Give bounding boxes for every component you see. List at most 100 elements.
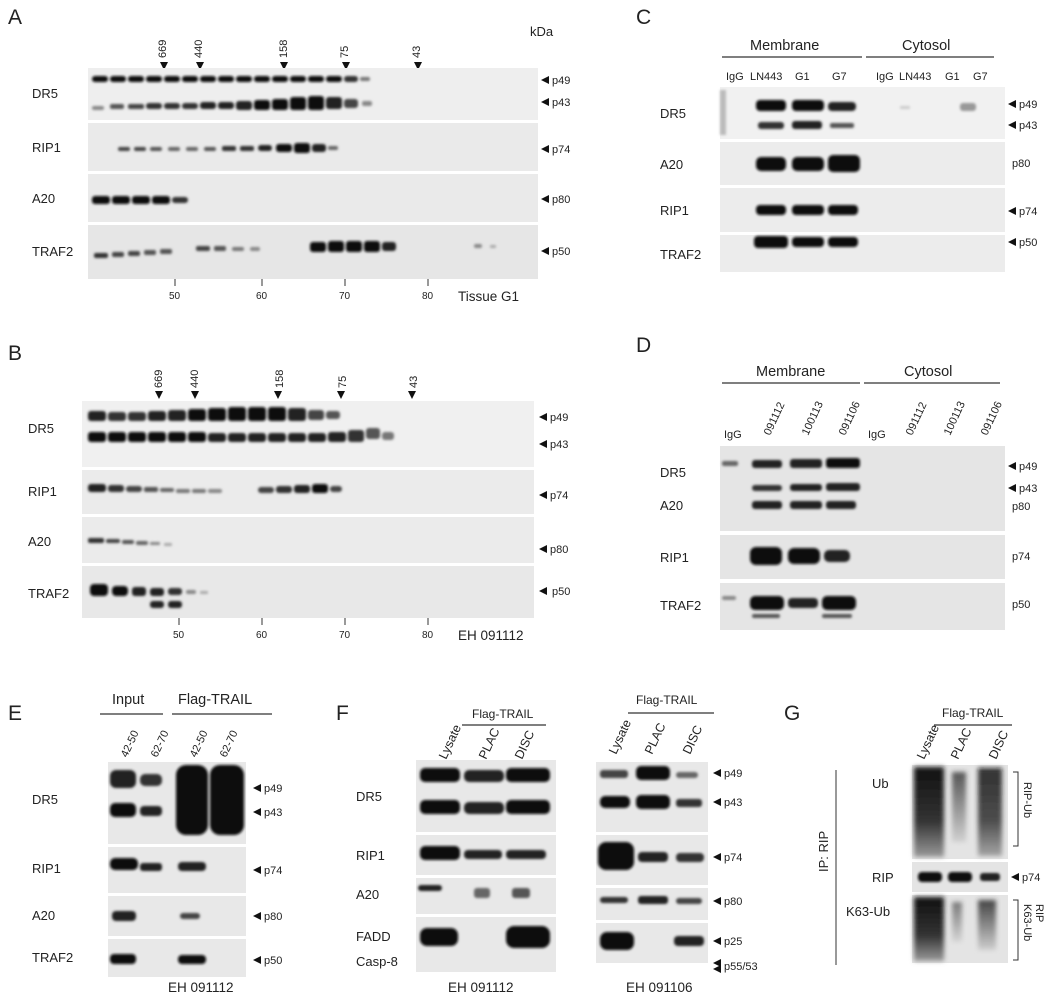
panel-b-blot-a20: [82, 517, 534, 563]
svg-text:TRAF2: TRAF2: [660, 598, 701, 613]
g-mw-labels: RIP-Ub p74 RIP K63-Ub: [1011, 771, 1045, 961]
svg-text:50: 50: [169, 291, 181, 302]
svg-text:p49: p49: [1019, 461, 1037, 473]
panel-a-axis: 50 60 70 80: [169, 279, 434, 302]
svg-text:75: 75: [339, 46, 351, 58]
mw-p49: p49: [552, 75, 570, 87]
svg-text:75: 75: [337, 376, 349, 388]
panel-a-unit: kDa: [530, 24, 554, 39]
marker-669: 669: [153, 370, 165, 399]
svg-text:43: 43: [408, 376, 420, 388]
svg-text:p25: p25: [724, 936, 742, 948]
panel-d-row-labels: DR5 A20 RIP1 TRAF2: [660, 465, 701, 613]
group-cytosol: Cytosol: [902, 38, 950, 54]
panel-b-axis: 50 60 70 80: [173, 618, 434, 641]
svg-text:p74: p74: [1012, 551, 1030, 563]
f-right-group: Flag-TRAIL: [636, 693, 698, 707]
svg-text:60: 60: [256, 291, 268, 302]
panel-c: C Membrane Cytosol IgG LN443 G1 G7 IgG L…: [636, 6, 1037, 272]
panel-e: E Input Flag-TRAIL 42-50 62-70 42-50 62-…: [8, 692, 282, 995]
svg-text:TRAF2: TRAF2: [32, 950, 73, 965]
panel-a-footer: Tissue G1: [458, 289, 519, 304]
svg-text:PLAC: PLAC: [948, 726, 974, 762]
svg-text:p80: p80: [264, 911, 282, 923]
svg-text:100113: 100113: [942, 400, 968, 438]
svg-text:440: 440: [189, 370, 201, 388]
svg-text:091106: 091106: [979, 400, 1005, 438]
panel-a-letter: A: [8, 6, 22, 29]
svg-text:669: 669: [157, 40, 169, 58]
marker-75: 75: [337, 376, 349, 399]
panel-g-letter: G: [784, 702, 800, 725]
panel-d-letter: D: [636, 334, 651, 357]
f-footer-left: EH 091112: [448, 980, 514, 995]
panel-a-blot-dr5: [88, 68, 538, 120]
svg-text:p50: p50: [1012, 599, 1030, 611]
svg-text:p80: p80: [1012, 158, 1030, 170]
f-footer-right: EH 091106: [626, 980, 693, 995]
svg-text:p50: p50: [1019, 237, 1037, 249]
svg-text:p80: p80: [724, 896, 742, 908]
mw-p80: p80: [550, 544, 568, 556]
svg-text:158: 158: [278, 40, 290, 58]
g-row-labels: Ub RIP K63-Ub: [846, 776, 894, 919]
panel-a-markers: 669 440 158 75 43: [157, 40, 423, 70]
mw-p49: p49: [550, 412, 568, 424]
svg-text:RIP: RIP: [872, 870, 894, 885]
marker-43: 43: [408, 376, 420, 399]
panel-d: D Membrane Cytosol IgG 091112 100113 091…: [636, 334, 1037, 630]
panel-c-blot-dr5: [720, 87, 1005, 139]
svg-text:p43: p43: [724, 797, 742, 809]
panel-b-markers: 669 440 158 75 43: [153, 370, 420, 399]
svg-text:p74: p74: [724, 852, 742, 864]
panel-d-bands: [722, 458, 860, 618]
panel-g: G Flag-TRAIL Lysate PLAC DISC IP: RIP Ub…: [784, 702, 1045, 965]
panel-a-bands: [92, 76, 496, 258]
row-label-a20: A20: [28, 534, 51, 549]
svg-text:DISC: DISC: [512, 728, 537, 761]
marker-75: 75: [339, 46, 351, 70]
svg-text:091106: 091106: [837, 400, 863, 438]
svg-text:669: 669: [153, 370, 165, 388]
row-label-dr5: DR5: [28, 421, 54, 436]
panel-b-letter: B: [8, 342, 22, 365]
lane-ln443: LN443: [750, 71, 782, 83]
f-left-group: Flag-TRAIL: [472, 707, 534, 721]
svg-text:42-50: 42-50: [188, 729, 211, 760]
svg-text:RIP: RIP: [1033, 904, 1045, 922]
svg-text:80: 80: [422, 630, 434, 641]
svg-text:PLAC: PLAC: [476, 726, 502, 762]
lane-igg: IgG: [876, 71, 894, 83]
row-label-traf2: TRAF2: [28, 586, 69, 601]
panel-a-row-labels: DR5 RIP1 A20 TRAF2: [32, 86, 73, 259]
svg-text:70: 70: [339, 291, 351, 302]
svg-text:Ub: Ub: [872, 776, 889, 791]
svg-text:80: 80: [422, 291, 434, 302]
svg-text:DR5: DR5: [356, 789, 382, 804]
row-label-a20: A20: [32, 191, 55, 206]
svg-text:Casp-8: Casp-8: [356, 954, 398, 969]
group-input: Input: [112, 692, 144, 708]
panel-c-mw-labels: p49 p43 p80 p74 p50: [1008, 99, 1037, 249]
svg-text:100113: 100113: [800, 400, 826, 438]
svg-text:A20: A20: [356, 887, 379, 902]
svg-text:091112: 091112: [762, 400, 788, 437]
g-ip-label: IP: RIP: [816, 831, 831, 872]
svg-text:p55/53: p55/53: [724, 961, 758, 973]
panel-e-lane-labels: 42-50 62-70 42-50 62-70: [119, 729, 241, 760]
panel-d-lane-labels: IgG 091112 100113 091106 IgG 091112 1001…: [724, 400, 1005, 441]
svg-text:DR5: DR5: [32, 792, 58, 807]
mw-p80: p80: [552, 194, 570, 206]
svg-text:RIP1: RIP1: [660, 550, 689, 565]
row-label-dr5: DR5: [32, 86, 58, 101]
panel-f: F Flag-TRAIL Lysate PLAC DISC DR5 RIP1 A…: [336, 693, 758, 995]
lane-g1: G1: [945, 71, 960, 83]
row-label-rip1: RIP1: [28, 484, 57, 499]
panel-b-footer: EH 091112: [458, 628, 524, 643]
svg-text:RIP1: RIP1: [356, 848, 385, 863]
panel-b-blot-traf2: [82, 566, 534, 618]
svg-text:Lysate: Lysate: [606, 717, 634, 756]
svg-text:p43: p43: [1019, 483, 1037, 495]
svg-text:43: 43: [411, 46, 423, 58]
